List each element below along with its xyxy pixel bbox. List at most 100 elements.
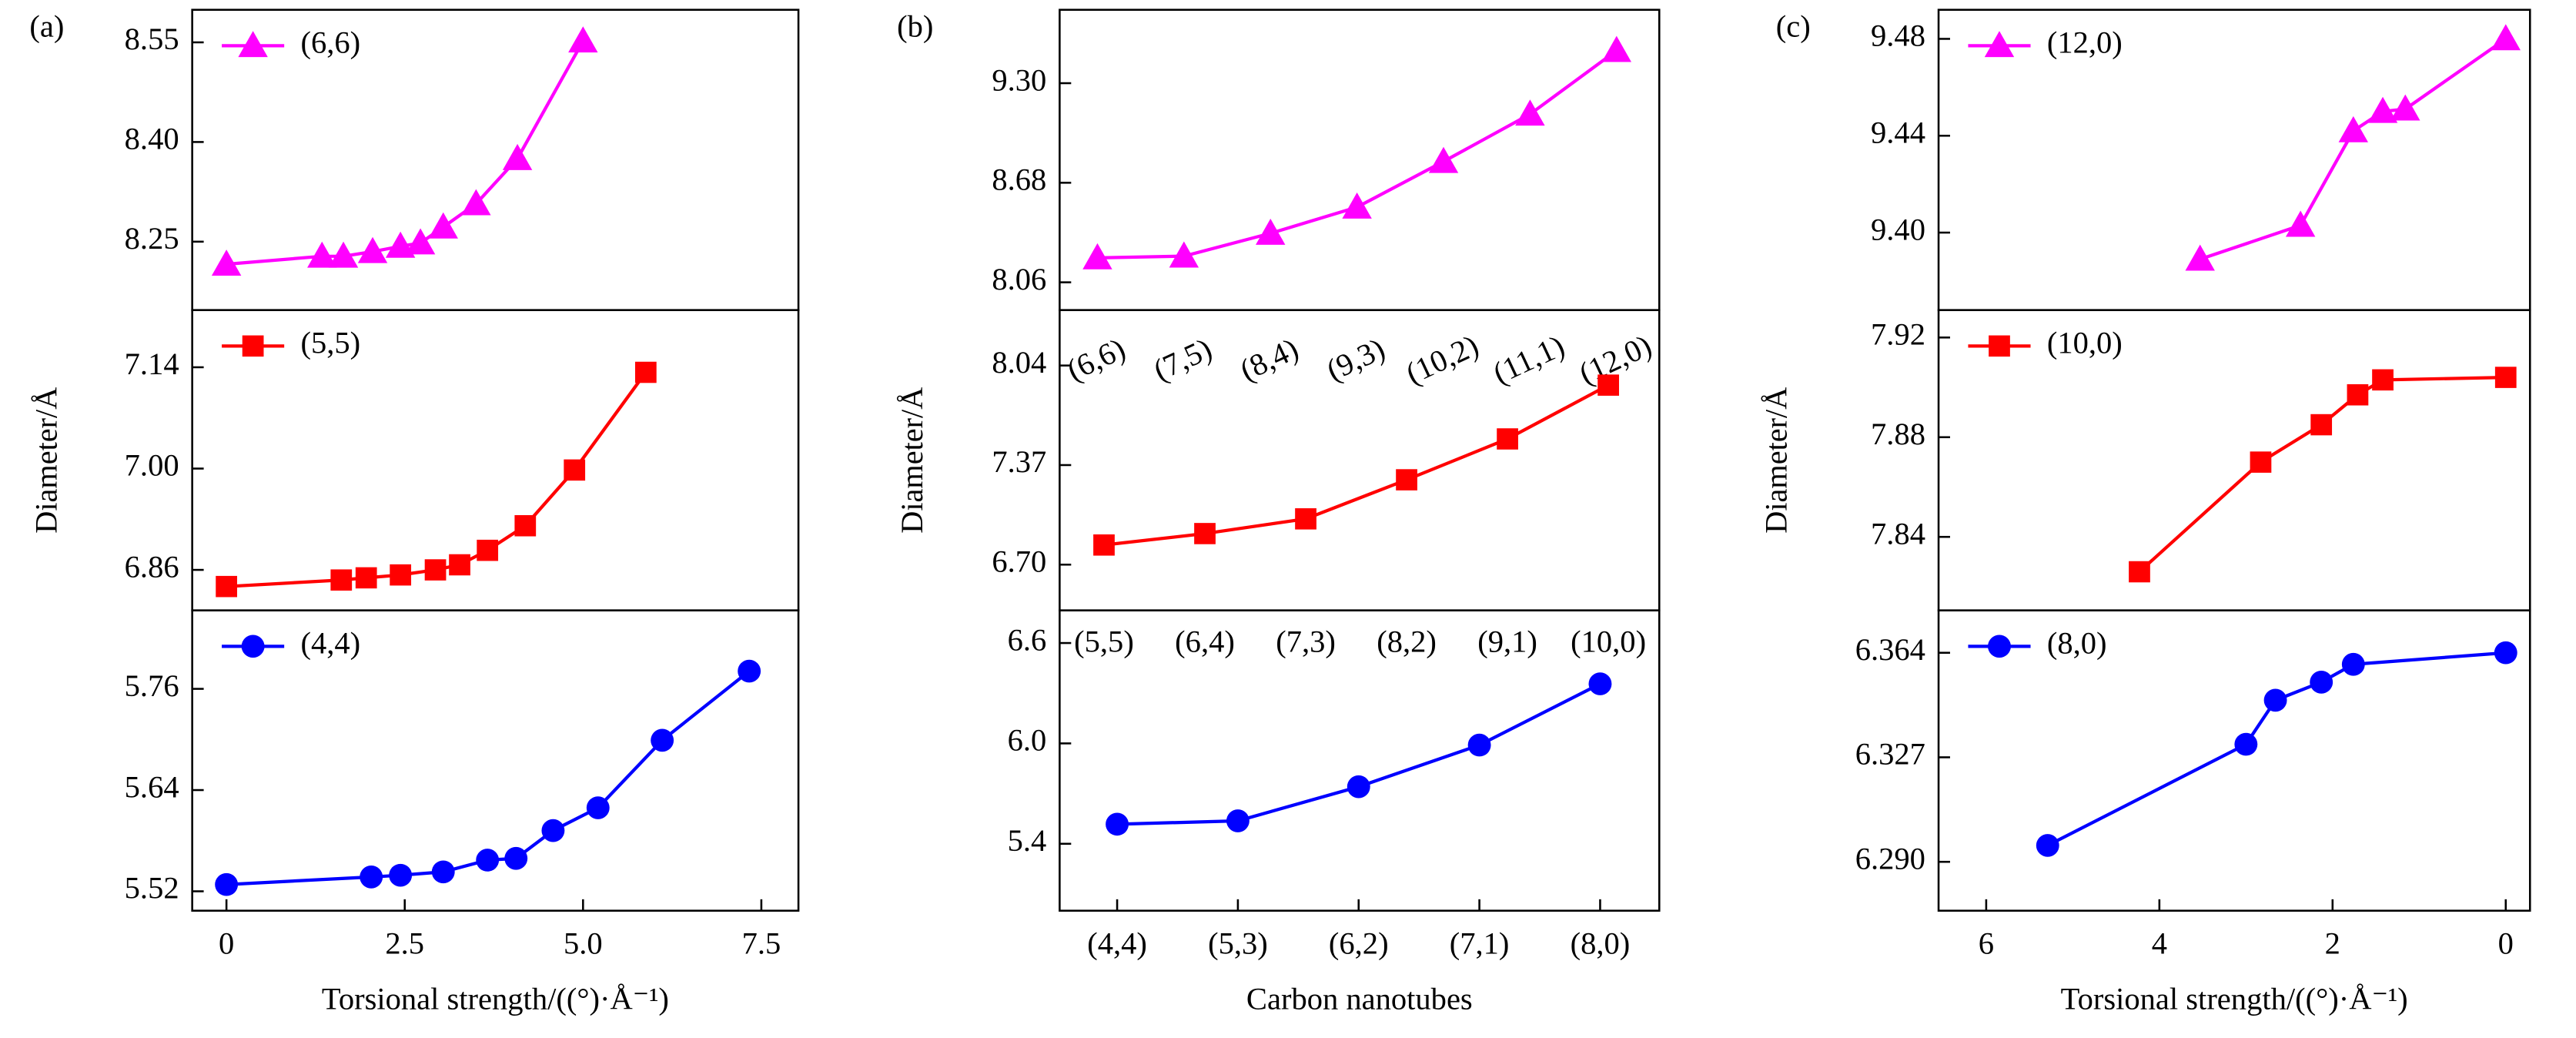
- category-label: (9,1): [1477, 624, 1537, 659]
- marker: [461, 189, 491, 216]
- x-tick-label: 0: [2498, 926, 2514, 961]
- y-tick-label: 9.30: [992, 62, 1046, 97]
- y-tick-label: 7.14: [125, 347, 179, 381]
- marker: [1093, 534, 1115, 556]
- plot-frame: [1059, 8, 1661, 311]
- x-tick-label: 7.5: [742, 926, 781, 961]
- marker: [2372, 369, 2394, 391]
- y-tick-label: 8.25: [125, 221, 179, 256]
- marker: [1588, 672, 1612, 695]
- marker: [1295, 508, 1316, 530]
- marker: [428, 212, 458, 239]
- marker: [1428, 146, 1459, 173]
- marker: [651, 728, 674, 752]
- marker: [211, 249, 242, 276]
- category-label: (6,2): [1329, 926, 1389, 961]
- plot-frame: [191, 309, 800, 611]
- series-line: [2046, 651, 2506, 847]
- legend-label: (12,0): [2047, 25, 2123, 60]
- y-tick-label: 5.64: [125, 769, 179, 804]
- marker: [355, 567, 377, 589]
- marker: [330, 569, 353, 591]
- category-label: (9,3): [1321, 331, 1390, 387]
- marker: [2250, 451, 2272, 473]
- y-tick-label: 8.40: [125, 122, 179, 156]
- y-tick-label: 8.06: [992, 262, 1046, 296]
- legend-label: (10,0): [2047, 326, 2123, 360]
- category-label: (8,4): [1235, 331, 1303, 387]
- y-axis-label: Diameter/Å: [895, 387, 929, 534]
- marker: [1467, 733, 1491, 757]
- legend-marker: [238, 31, 268, 58]
- y-axis-label: Diameter/Å: [1758, 387, 1793, 534]
- legend-marker: [1988, 635, 2011, 658]
- marker: [2341, 652, 2365, 676]
- marker: [215, 872, 239, 896]
- category-label: (5,5): [1074, 624, 1134, 659]
- marker: [738, 659, 761, 683]
- legend-marker: [241, 635, 265, 658]
- marker: [1194, 523, 1216, 544]
- marker: [2234, 732, 2258, 756]
- series-line: [226, 40, 585, 266]
- category-label: (10,0): [1571, 624, 1646, 659]
- marker: [2494, 641, 2517, 665]
- x-axis-label: Torsional strength/((°)·Å⁻¹): [322, 982, 669, 1016]
- y-tick-label: 8.68: [992, 162, 1046, 197]
- marker: [424, 559, 447, 581]
- marker: [328, 241, 359, 268]
- marker: [1497, 428, 1518, 450]
- x-tick-label: 0: [219, 926, 234, 961]
- category-label: (5,3): [1208, 926, 1268, 961]
- marker: [1601, 35, 1631, 62]
- category-label: (6,6): [1062, 331, 1130, 387]
- y-tick-label: 5.76: [125, 668, 179, 703]
- y-tick-label: 7.84: [1871, 517, 1925, 551]
- series-line: [226, 371, 647, 588]
- category-label: (7,5): [1148, 331, 1216, 387]
- marker: [541, 819, 565, 842]
- marker: [2285, 210, 2316, 237]
- y-tick-label: 5.4: [1008, 823, 1047, 858]
- marker: [586, 796, 610, 819]
- y-tick-label: 8.04: [992, 345, 1046, 380]
- marker: [476, 849, 500, 872]
- marker: [2129, 561, 2150, 583]
- y-tick-label: 9.48: [1871, 18, 1925, 53]
- marker: [514, 514, 537, 537]
- category-label: (7,1): [1450, 926, 1510, 961]
- marker: [2310, 671, 2333, 694]
- y-tick-label: 6.327: [1855, 737, 1925, 772]
- marker: [502, 143, 533, 170]
- category-label: (8,0): [1571, 926, 1631, 961]
- marker: [1347, 775, 1370, 799]
- marker: [568, 26, 598, 53]
- marker: [1515, 99, 1545, 126]
- plot-frame: [1937, 309, 2531, 611]
- marker: [2367, 96, 2398, 123]
- category-label: (11,1): [1487, 328, 1569, 390]
- legend-marker: [1989, 335, 2010, 357]
- marker: [1082, 243, 1112, 270]
- marker: [504, 846, 528, 870]
- marker: [449, 554, 470, 576]
- x-tick-label: 5.0: [564, 926, 603, 961]
- legend-label: (4,4): [301, 626, 361, 661]
- series-line: [1117, 682, 1601, 826]
- plot-frame: [1937, 609, 2531, 912]
- marker: [216, 575, 238, 598]
- marker: [564, 459, 586, 481]
- marker: [2491, 24, 2521, 51]
- panel-label: (b): [897, 9, 933, 44]
- y-tick-label: 9.40: [1871, 212, 1925, 246]
- y-tick-label: 5.52: [125, 871, 179, 906]
- marker: [2338, 116, 2369, 142]
- marker: [2185, 244, 2215, 271]
- category-label: (10,2): [1400, 328, 1484, 391]
- marker: [2310, 414, 2333, 436]
- marker: [1342, 192, 1372, 219]
- marker: [389, 863, 413, 887]
- y-tick-label: 6.70: [992, 544, 1046, 579]
- marker: [1169, 241, 1199, 268]
